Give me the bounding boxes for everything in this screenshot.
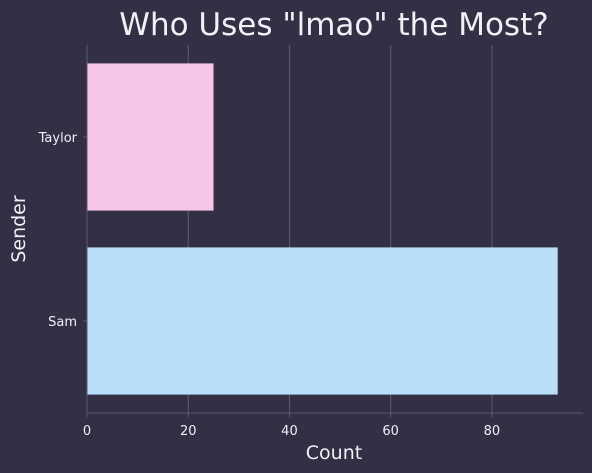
bars xyxy=(87,63,558,394)
y-tick-label: Sam xyxy=(48,315,77,330)
x-tick-labels: 0 20 40 60 80 xyxy=(83,424,500,439)
x-tick-label: 60 xyxy=(382,424,399,439)
y-tick-label: Taylor xyxy=(38,131,78,146)
x-axis-label: Count xyxy=(306,442,362,464)
x-tick-label: 80 xyxy=(484,424,501,439)
chart-title: Who Uses "lmao" the Most? xyxy=(119,7,548,43)
x-tick-label: 20 xyxy=(180,424,197,439)
bar xyxy=(87,63,214,210)
y-axis-label: Sender xyxy=(8,195,30,263)
x-tick-label: 0 xyxy=(83,424,91,439)
bar xyxy=(87,247,558,394)
y-tick-labels: Taylor Sam xyxy=(38,131,78,330)
x-tick-label: 40 xyxy=(281,424,298,439)
